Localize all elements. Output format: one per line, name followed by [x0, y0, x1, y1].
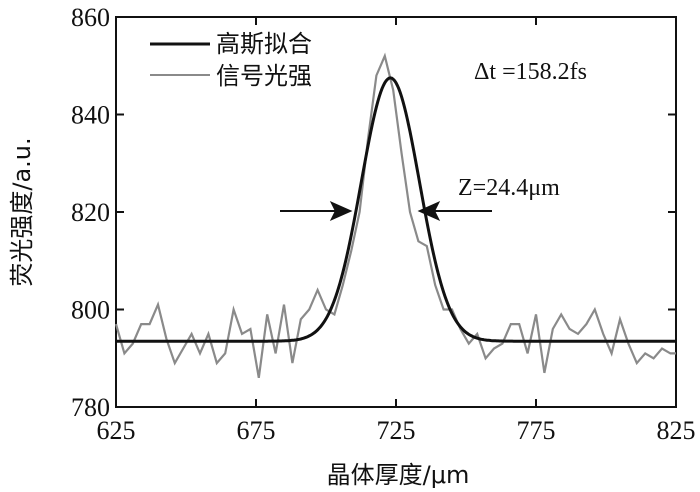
legend-label-fit: 高斯拟合 [216, 30, 312, 58]
x-tick-label: 725 [377, 416, 416, 445]
x-tick-label: 825 [657, 416, 696, 445]
y-tick-label: 820 [71, 198, 110, 227]
series-signal-line [114, 52, 676, 378]
y-tick-label: 860 [71, 3, 110, 32]
x-axis: 625 675 725 775 825 [97, 17, 696, 445]
x-axis-label: 晶体厚度/μm [327, 461, 470, 489]
x-tick-label: 675 [237, 416, 276, 445]
legend: 高斯拟合 信号光强 [150, 30, 312, 90]
pulse-width-annotation: Δt =158.2fs [474, 59, 587, 85]
legend-label-signal: 信号光强 [216, 62, 312, 90]
y-tick-label: 780 [71, 393, 110, 422]
series-gaussian-fit-line [116, 76, 676, 343]
left-arrow-head [329, 200, 353, 222]
x-tick-label: 625 [97, 416, 136, 445]
y-axis: 780 800 820 840 860 [71, 3, 676, 422]
y-axis-label: 荧光强度/a.u. [8, 137, 36, 286]
x-tick-label: 775 [517, 416, 556, 445]
y-tick-label: 840 [71, 101, 110, 130]
y-tick-label: 800 [71, 296, 110, 325]
right-arrow-head [417, 200, 441, 222]
fwhm-arrows [280, 200, 492, 222]
fwhm-annotation: Z=24.4μm [458, 175, 560, 201]
